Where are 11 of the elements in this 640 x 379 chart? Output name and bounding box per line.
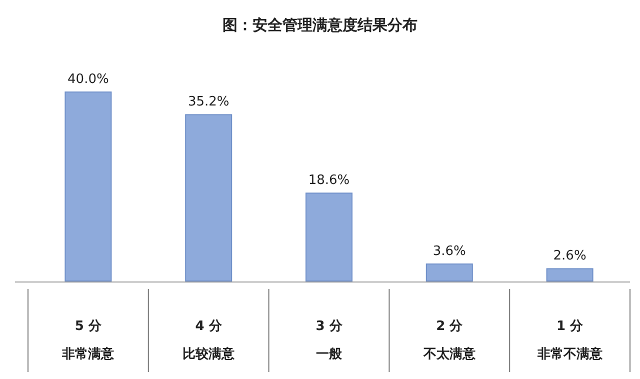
chart-title: 图：安全管理满意度结果分布 (222, 16, 418, 34)
data-label: 18.6% (308, 173, 350, 188)
data-label: 40.0% (68, 72, 109, 87)
x-tick-label: 5 分非常满意 (61, 319, 116, 362)
data-label: 2.6% (553, 248, 586, 264)
data-label: 3.6% (432, 244, 466, 259)
x-tick-label: 4 分比较满意 (182, 319, 236, 362)
x-tick-label: 1 分非常不满意 (536, 319, 604, 362)
x-tick-label: 3 分一般 (316, 319, 344, 362)
x-tick-label: 2 分不太满意 (422, 319, 476, 362)
data-label: 35.2% (188, 94, 230, 110)
